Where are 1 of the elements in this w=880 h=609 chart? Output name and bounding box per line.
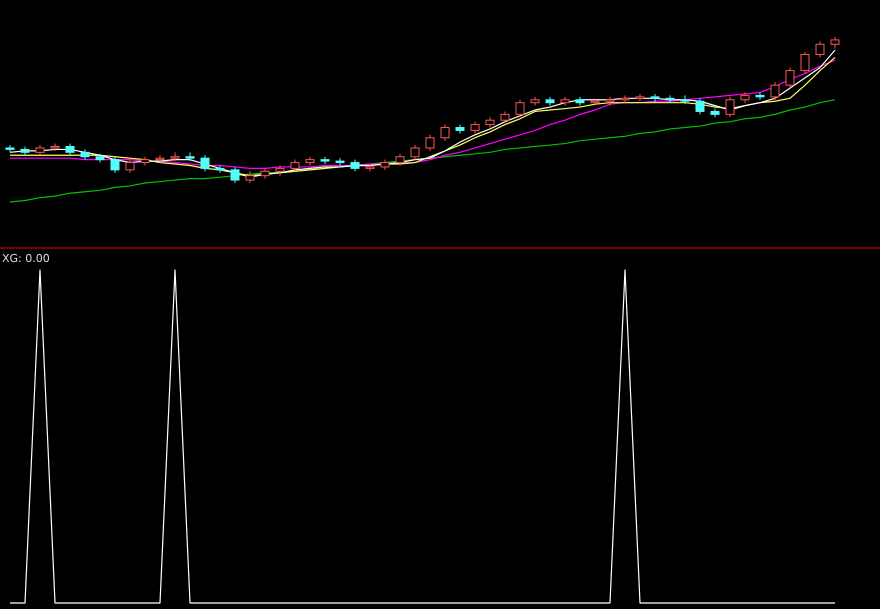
chart-title: XG: 0.00 xyxy=(2,252,50,265)
